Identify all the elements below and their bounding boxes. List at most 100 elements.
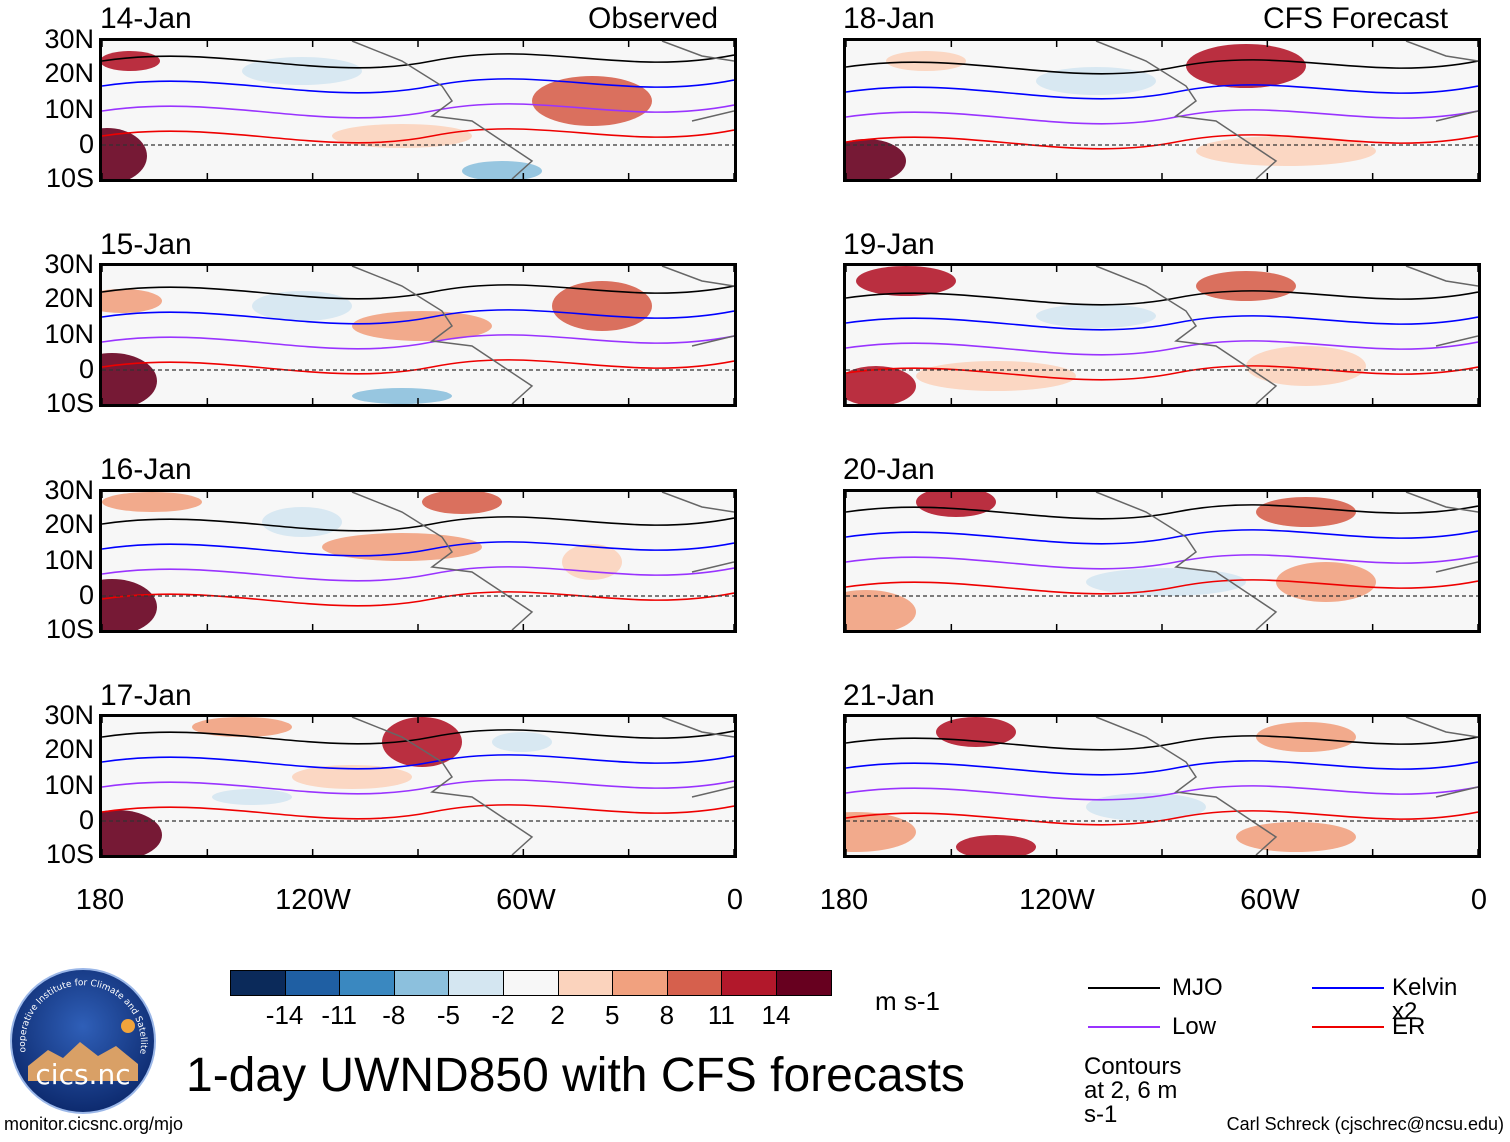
wind-anomaly-shading xyxy=(552,281,652,331)
wind-anomaly-shading xyxy=(846,139,906,179)
panel-date-16jan: 16-Jan xyxy=(100,453,192,486)
coastline xyxy=(1095,41,1478,179)
wind-anomaly-shading xyxy=(1036,67,1156,95)
figure-title: 1-day UWND850 with CFS forecasts xyxy=(186,1049,965,1102)
colorbar-label: -8 xyxy=(382,1000,406,1030)
wind-anomaly-shading xyxy=(532,76,652,126)
lat-label: 10S xyxy=(45,163,94,193)
wave-contour xyxy=(102,103,734,119)
colorbar-label: -11 xyxy=(321,1000,358,1030)
map-background xyxy=(102,492,734,630)
wave-contour xyxy=(846,735,1478,751)
wind-anomaly-shading xyxy=(102,51,160,71)
wave-contour xyxy=(846,810,1478,826)
legend-label-mjo: MJO xyxy=(1172,974,1223,1001)
map-panel-15jan xyxy=(99,263,737,407)
lat-label: 10S xyxy=(45,388,94,418)
map-panel-16jan xyxy=(99,489,737,633)
wind-anomaly-shading xyxy=(916,361,1076,391)
legend-line-er xyxy=(1312,1026,1384,1028)
lat-label: 0 xyxy=(78,129,94,159)
wind-anomaly-shading xyxy=(102,289,162,313)
wave-contour xyxy=(846,59,1478,75)
lat-label: 30N xyxy=(44,24,94,54)
lat-label: 0 xyxy=(78,354,94,384)
legend-line-mjo xyxy=(1088,987,1160,989)
colorbar-label: -5 xyxy=(436,1000,460,1030)
wind-anomaly-shading xyxy=(422,492,502,514)
wave-contour xyxy=(846,365,1478,381)
wind-anomaly-shading xyxy=(1196,271,1296,301)
wind-anomaly-shading xyxy=(352,311,492,341)
lat-label: 30N xyxy=(44,249,94,279)
colorbar-label: -14 xyxy=(265,1000,304,1030)
legend-note: Contours at 2, 6 m s-1 xyxy=(1084,1053,1182,1128)
wave-contour xyxy=(102,359,734,375)
wave-contour xyxy=(846,290,1478,306)
lon-label: 60W xyxy=(1240,884,1300,916)
wind-anomaly-shading xyxy=(322,533,482,561)
wave-contour xyxy=(102,284,734,300)
colorbar-label: 8 xyxy=(659,1000,675,1030)
wind-anomaly-shading xyxy=(846,590,916,630)
colorbar-units: m s-1 xyxy=(875,986,940,1016)
lat-label: 10N xyxy=(44,94,94,124)
colorbar-swatch xyxy=(339,970,395,996)
lon-label: 180 xyxy=(819,884,869,916)
colorbar-swatch xyxy=(776,970,832,996)
wind-anomaly-shading xyxy=(102,128,147,179)
colorbar-label: 2 xyxy=(550,1000,565,1030)
wind-anomaly-shading xyxy=(462,161,542,179)
map-panel-19jan xyxy=(843,263,1481,407)
wave-contour xyxy=(102,541,734,557)
wave-contour xyxy=(846,579,1478,595)
wave-contour xyxy=(102,128,734,144)
wave-contour xyxy=(846,134,1478,150)
wave-contour xyxy=(102,754,734,770)
wave-contour xyxy=(102,729,734,745)
wave-contour xyxy=(102,334,734,350)
wave-contour xyxy=(846,785,1478,801)
wind-anomaly-shading xyxy=(1196,136,1376,166)
wave-contour xyxy=(102,309,734,325)
panel-tag-observed: Observed xyxy=(588,2,719,35)
panel-date-21jan: 21-Jan xyxy=(843,679,935,712)
colorbar-label: 14 xyxy=(761,1000,791,1030)
colorbar-swatch xyxy=(612,970,668,996)
wave-contour xyxy=(846,529,1478,545)
wave-contour xyxy=(846,84,1478,100)
lon-label: 0 xyxy=(726,884,744,916)
lat-label: 20N xyxy=(44,509,94,539)
lon-label: 120W xyxy=(275,884,351,916)
cics-logo: Cooperative Institute for Climate and Sa… xyxy=(5,959,158,1116)
legend-label-low: Low xyxy=(1172,1013,1217,1040)
lat-label: 20N xyxy=(44,58,94,88)
wave-contour xyxy=(846,504,1478,520)
wind-anomaly-shading xyxy=(352,388,452,404)
lat-label: 20N xyxy=(44,734,94,764)
panel-date-20jan: 20-Jan xyxy=(843,453,935,486)
wave-contour xyxy=(102,591,734,607)
wave-contour xyxy=(102,53,734,69)
wave-contour xyxy=(102,566,734,582)
lat-label: 10S xyxy=(45,614,94,644)
wave-contour xyxy=(846,315,1478,331)
panel-date-17jan: 17-Jan xyxy=(100,679,192,712)
wind-anomaly-shading xyxy=(1256,497,1356,527)
wind-anomaly-shading xyxy=(886,51,966,71)
wind-anomaly-shading xyxy=(1186,44,1306,88)
wave-contour xyxy=(846,554,1478,570)
wind-anomaly-shading xyxy=(846,366,916,404)
legend-line-kelvin xyxy=(1312,987,1384,989)
lat-label: 30N xyxy=(44,700,94,730)
lon-label: 180 xyxy=(75,884,125,916)
wind-anomaly-shading xyxy=(262,507,342,537)
coastline xyxy=(351,492,734,630)
colorbar-label: 5 xyxy=(604,1000,620,1030)
map-panel-21jan xyxy=(843,714,1481,858)
wind-anomaly-shading xyxy=(292,765,412,789)
coastline xyxy=(351,41,734,179)
map-panel-20jan xyxy=(843,489,1481,633)
colorbar-swatch xyxy=(284,970,341,996)
wave-contour xyxy=(102,804,734,820)
